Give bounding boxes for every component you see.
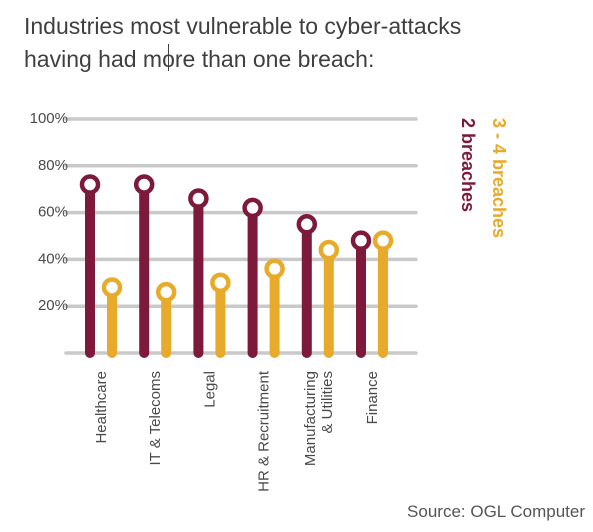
x-tick-label: IT & Telecoms xyxy=(147,371,164,465)
x-tick-label-line: Healthcare xyxy=(93,371,110,444)
x-tick-label-line: & Utilities xyxy=(319,371,336,434)
legend-entry-1: 2 breaches xyxy=(458,118,478,212)
y-tick-label: 20% xyxy=(38,297,68,314)
x-tick-label-line: Manufacturing xyxy=(302,371,319,466)
x-tick-label-line: Legal xyxy=(201,371,218,408)
x-axis-labels: Healthcare IT & Telecoms Legal HR & Recruit… xyxy=(93,370,381,492)
x-tick-label: HR & Recruitment xyxy=(256,370,273,492)
data-marks xyxy=(79,174,394,358)
lollipop-head-1 xyxy=(296,214,318,235)
lollipop-head-1 xyxy=(188,188,209,209)
lollipop-head-2 xyxy=(264,258,285,280)
source-note: Source: OGL Computer xyxy=(407,502,585,521)
x-tick-label-line: HR & Recruitment xyxy=(256,370,273,492)
x-tick-label: Healthcare xyxy=(93,371,110,444)
legend-entry-2: 3 - 4 breaches xyxy=(489,118,509,238)
x-tick-label: Finance xyxy=(364,371,381,424)
y-tick-label: 40% xyxy=(38,250,68,267)
chart-title: Industries most vulnerable to cyber-atta… xyxy=(24,10,564,76)
x-tick-label: Legal xyxy=(201,371,218,408)
y-axis-labels: 100% 80% 60% 40% 20% xyxy=(30,110,68,314)
lollipop-head-2 xyxy=(101,277,123,298)
lollipop-head-1 xyxy=(350,230,372,251)
legend: 2 breaches 3 - 4 breaches xyxy=(458,118,509,238)
y-tick-label: 80% xyxy=(38,157,68,174)
lollipop-head-2 xyxy=(155,281,177,303)
lollipop-head-2 xyxy=(210,272,231,294)
text-cursor xyxy=(168,44,169,71)
x-tick-label-line: Finance xyxy=(364,371,381,424)
title-line-1: Industries most vulnerable to cyber-atta… xyxy=(24,13,462,39)
lollipop-head-1 xyxy=(79,174,101,195)
y-tick-label: 100% xyxy=(30,110,68,127)
title-line-2: having had more than one breach: xyxy=(24,46,375,72)
lollipop-head-1 xyxy=(133,174,155,195)
lollipop-head-2 xyxy=(372,230,394,251)
x-tick-label: Manufacturing& Utilities xyxy=(302,371,336,466)
y-tick-label: 60% xyxy=(38,204,68,221)
lollipop-head-2 xyxy=(318,239,340,261)
x-tick-label-line: IT & Telecoms xyxy=(147,371,164,465)
lollipop-head-1 xyxy=(242,197,263,219)
